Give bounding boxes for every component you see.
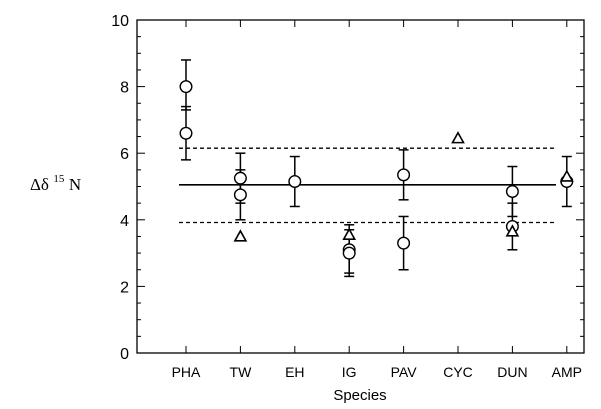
x-axis-ticks: PHA TW EH IG PAV CYC DUN AMP: [172, 20, 582, 380]
circle-marker: [179, 80, 193, 94]
y-axis-ticks: 0 2 4 6 8 10: [111, 13, 584, 363]
x-category-label: AMP: [552, 364, 582, 380]
triangle-marker: [451, 131, 465, 144]
triangle-marker: [233, 229, 248, 242]
circle-marker: [397, 168, 411, 182]
y-tick-label: 0: [120, 346, 129, 363]
y-tick-label: 4: [120, 213, 129, 230]
triangle-marker: [342, 227, 357, 240]
circle-marker: [505, 184, 519, 198]
circle-marker: [288, 175, 302, 189]
y-tick-label: 2: [120, 279, 129, 296]
x-category-label: IG: [342, 364, 357, 380]
triangle-marker: [559, 169, 574, 182]
triangle-marker: [505, 224, 520, 237]
y-axis-title-prefix: Δδ: [30, 175, 49, 194]
y-axis-title-suffix: N: [69, 175, 81, 194]
y-tick-label: 8: [120, 80, 129, 97]
circle-marker: [342, 246, 356, 260]
x-category-label: PAV: [391, 364, 418, 380]
x-category-label: PHA: [172, 364, 201, 380]
y-tick-label: 10: [111, 13, 129, 30]
x-category-label: TW: [230, 364, 253, 380]
circle-marker: [179, 126, 193, 140]
x-category-label: CYC: [443, 364, 473, 380]
reference-lines: [179, 147, 556, 224]
circle-marker: [233, 171, 247, 185]
plot-frame: [136, 19, 585, 354]
y-axis-title-superscript: 15: [53, 173, 65, 185]
y-axis-title: Δδ 15 N: [30, 169, 81, 194]
data-markers: [179, 80, 574, 260]
x-axis-title: Species: [333, 387, 386, 404]
x-category-label: DUN: [497, 364, 527, 380]
error-bars: [181, 59, 572, 278]
y-tick-label: 6: [120, 146, 129, 163]
x-category-label: EH: [285, 364, 304, 380]
circle-marker: [233, 188, 247, 202]
circle-marker: [397, 236, 411, 250]
